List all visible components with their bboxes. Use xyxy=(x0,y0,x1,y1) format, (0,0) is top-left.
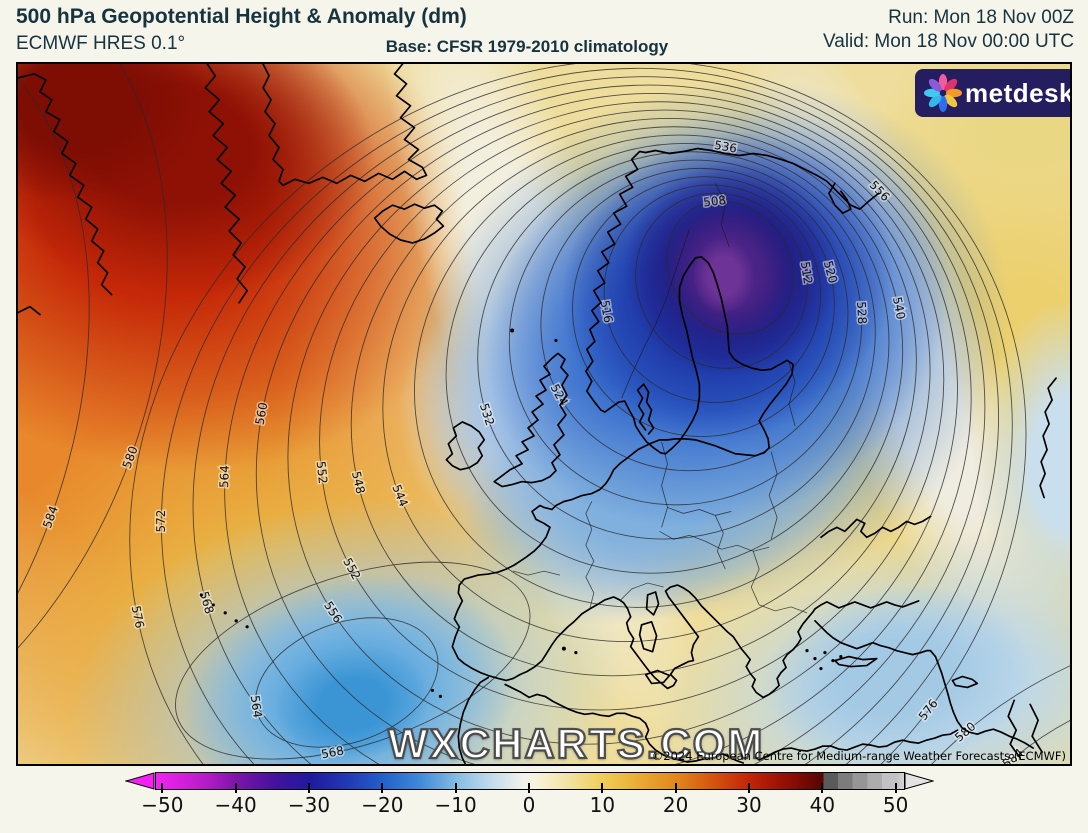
colorbar-tick-label: 40 xyxy=(809,793,836,817)
colorbar-tick xyxy=(674,783,677,793)
colorbar-tick-label: −10 xyxy=(434,793,477,817)
colorbar-tick-label: 0 xyxy=(522,793,536,817)
colorbar-tick xyxy=(528,783,530,793)
colorbar-tick xyxy=(381,783,384,793)
colorbar-tick-label: −30 xyxy=(287,793,331,817)
colorbar-tick-label: −20 xyxy=(361,793,404,817)
colorbar-tick xyxy=(161,783,164,793)
colorbar-tick xyxy=(894,783,897,793)
colorbar-tick xyxy=(454,783,457,793)
anomaly-fill-field xyxy=(18,64,1070,764)
colorbar-left-arrow-icon xyxy=(125,772,155,790)
colorbar-tick-label: 30 xyxy=(736,793,762,817)
metdesk-logo-text: metdesk xyxy=(965,77,1072,108)
metdesk-pinwheel-icon xyxy=(924,74,962,112)
run-time-label: Run: Mon 18 Nov 00Z xyxy=(888,7,1074,28)
page-title: 500 hPa Geopotential Height & Anomaly (d… xyxy=(16,5,467,28)
colorbar-tick-label: 10 xyxy=(589,793,616,817)
colorbar-tick xyxy=(748,783,750,793)
colorbar-tick xyxy=(234,783,237,793)
colorbar-tick xyxy=(601,783,604,793)
anomaly-colorbar: −50 −40 −30 −20 −10 0 10 20 30 40 50 xyxy=(125,772,937,824)
metdesk-logo: metdesk xyxy=(915,69,1072,117)
colorbar-right-arrow-icon xyxy=(904,772,934,790)
colorbar-tick-label: 20 xyxy=(662,793,689,817)
anomaly-blob xyxy=(693,238,755,314)
colorbar-tick xyxy=(308,783,310,793)
colorbar-tick-label: 50 xyxy=(882,793,909,817)
climatology-base-label: Base: CFSR 1979-2010 climatology xyxy=(385,37,669,56)
header: 500 hPa Geopotential Height & Anomaly (d… xyxy=(0,0,1088,62)
colorbar-tick xyxy=(821,783,824,793)
copyright-text: ©2024 European Centre for Medium-range W… xyxy=(651,749,1066,763)
model-label: ECMWF HRES 0.1° xyxy=(16,33,186,54)
colorbar-tick-label: −50 xyxy=(141,793,184,817)
colorbar-gradient xyxy=(155,772,905,790)
map-canvas: 508 512 516 520 524 528 532 536 540 544 548 552 552 5… xyxy=(16,62,1072,766)
valid-time-label: Valid: Mon 18 Nov 00:00 UTC xyxy=(823,31,1074,52)
colorbar-tick-label: −40 xyxy=(214,793,257,817)
